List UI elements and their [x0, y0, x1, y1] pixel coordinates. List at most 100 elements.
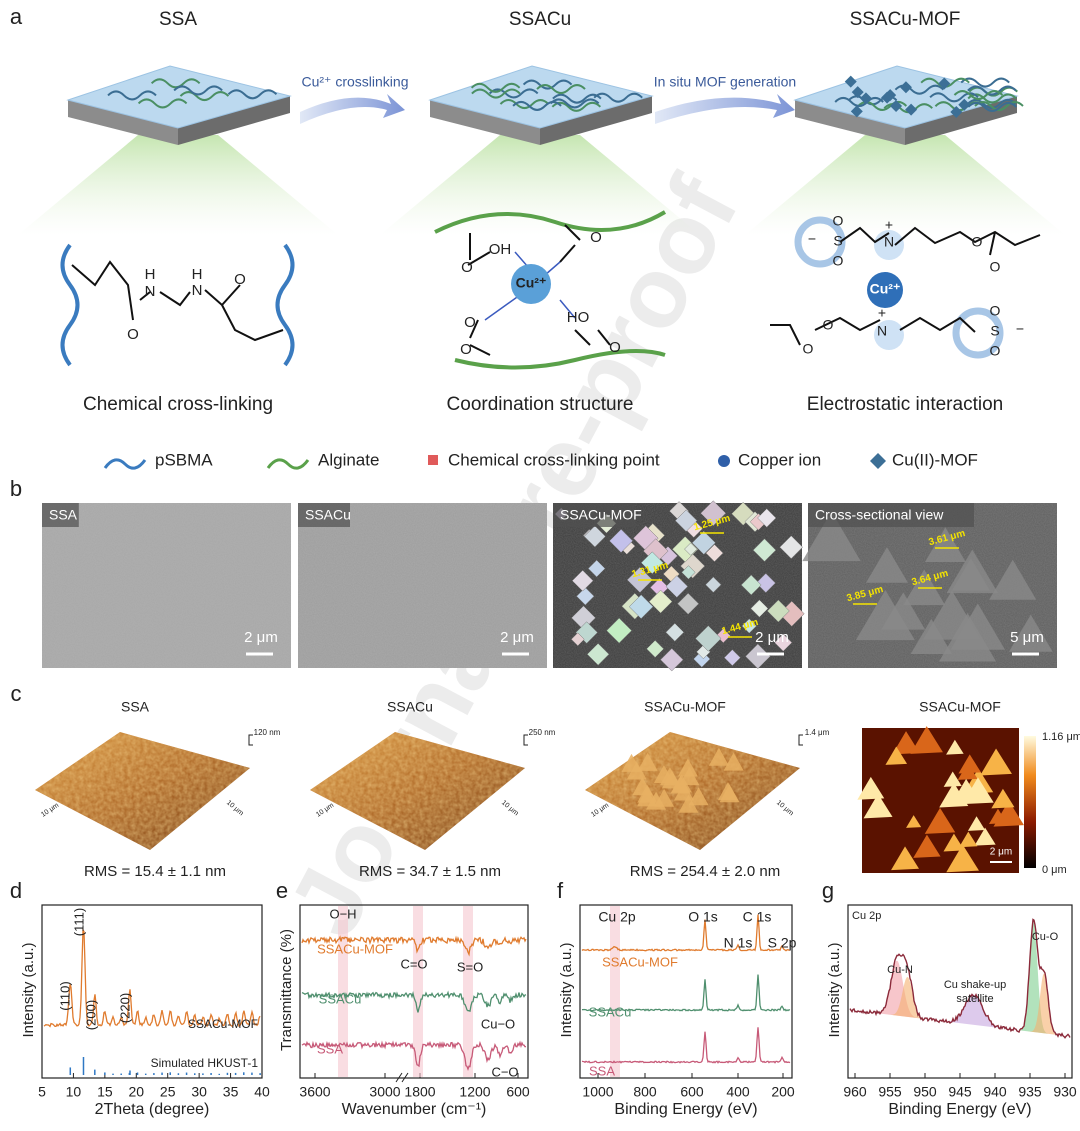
map-crystal — [980, 748, 1012, 776]
atom-label: − — [1016, 321, 1024, 337]
spectrum — [849, 918, 1071, 1039]
peak-label: (110) — [57, 981, 72, 1010]
atom-label: S — [833, 233, 842, 249]
slab-top — [428, 65, 654, 129]
crystal — [640, 551, 664, 575]
peak-label: S 2p — [768, 935, 797, 951]
afm-peak — [688, 787, 709, 806]
crystal — [741, 618, 757, 634]
panel-label: d — [10, 878, 22, 903]
scale-label: 2 μm — [755, 629, 789, 646]
panel-label: f — [557, 878, 564, 903]
axis-side-label: 10 μm — [500, 799, 520, 817]
polymer-chain — [499, 99, 550, 110]
panel-label: g — [822, 878, 834, 903]
spectrum — [301, 990, 527, 1013]
mof-crystal — [850, 105, 863, 118]
peak-label: (200) — [83, 1000, 98, 1030]
slab-side — [795, 100, 905, 145]
series-label: SSACu — [589, 1004, 632, 1019]
band-label: C−O — [491, 1064, 518, 1079]
x-tick-label: 945 — [948, 1084, 972, 1100]
atom-label: + — [885, 217, 893, 233]
crystal — [924, 527, 966, 563]
copper-ion — [511, 264, 551, 304]
colorbar-max: 1.16 μm — [1042, 731, 1080, 743]
map-crystal — [891, 846, 919, 871]
fit-component — [887, 976, 928, 1020]
x-axis-title: Binding Energy (eV) — [888, 1101, 1031, 1118]
process-arrow — [300, 94, 405, 124]
peak-label: C 1s — [743, 909, 772, 925]
mof-crystal — [851, 86, 864, 99]
stage-title: SSACu — [509, 9, 571, 30]
axis-break — [395, 1072, 409, 1083]
x-tick-label: 400 — [726, 1084, 750, 1100]
map-crystal — [959, 831, 978, 848]
axis-side-label: 10 μm — [775, 799, 795, 817]
crystal — [583, 525, 606, 548]
crystal — [660, 648, 684, 672]
axis-side-label: 10 μm — [590, 802, 610, 819]
bond — [467, 224, 611, 356]
surface-title: SSA — [121, 699, 150, 715]
series-label: Simulated HKUST-1 — [151, 1056, 259, 1070]
crystal — [802, 511, 861, 562]
crystal — [946, 549, 999, 594]
legend-label: pSBMA — [155, 450, 213, 469]
series-label: SSACu-MOF — [317, 941, 393, 956]
afm-peak — [626, 761, 647, 780]
afm-peak — [632, 777, 653, 796]
mof-crystal — [890, 99, 903, 112]
spectrum — [301, 1040, 527, 1072]
bond — [770, 226, 1041, 346]
stage-caption: Coordination structure — [447, 394, 634, 415]
mof-crystal — [899, 81, 912, 94]
y-axis-title: Intensity (a.u.) — [826, 942, 843, 1037]
crystal — [628, 594, 654, 619]
polymer-chain — [929, 92, 979, 103]
atom-label: Cu²⁺ — [870, 281, 901, 297]
x-tick-label: 3000 — [369, 1084, 400, 1100]
polymer-chain — [173, 85, 223, 96]
x-tick-label: 600 — [506, 1084, 530, 1100]
plot-title: Cu 2p — [852, 910, 881, 922]
map-crystal — [991, 788, 1015, 809]
crystal — [757, 508, 777, 528]
atom-label: O — [990, 303, 1001, 319]
polymer-chain — [953, 90, 1004, 101]
crystal — [571, 569, 594, 592]
mof-crystal — [938, 77, 951, 90]
z-scale — [248, 734, 253, 746]
bond — [484, 251, 576, 321]
map-title: SSACu-MOF — [919, 699, 1001, 715]
afm-peak — [719, 784, 740, 803]
image-tag — [808, 503, 974, 527]
polymer-chain — [974, 101, 1024, 112]
surface-title: SSACu — [387, 699, 433, 715]
crystal — [865, 547, 909, 583]
image-title: SSACu-MOF — [560, 507, 642, 523]
crystal — [923, 590, 981, 640]
polymer-chain — [107, 90, 157, 101]
highlight-band — [610, 906, 620, 1077]
polymer-chain — [137, 98, 188, 109]
crystal — [752, 538, 777, 562]
sem-texture — [42, 503, 291, 668]
atom-label: O — [823, 317, 834, 333]
atom-label: S — [990, 323, 999, 339]
legend-label: Alginate — [318, 450, 379, 469]
legend-icon — [266, 458, 310, 470]
atom-label: − — [808, 231, 816, 247]
x-tick-label: 800 — [633, 1084, 657, 1100]
legend-icon — [428, 455, 438, 465]
z-scale-label: 250 nm — [529, 728, 556, 737]
bond — [454, 349, 666, 370]
spectrum — [301, 935, 527, 957]
atom-label: O — [590, 229, 602, 246]
x-tick-label: 10 — [66, 1084, 82, 1100]
map-crystal — [943, 833, 965, 852]
peak-label: O 1s — [688, 909, 718, 925]
bond — [60, 243, 80, 367]
polymer-chain — [967, 101, 1017, 112]
